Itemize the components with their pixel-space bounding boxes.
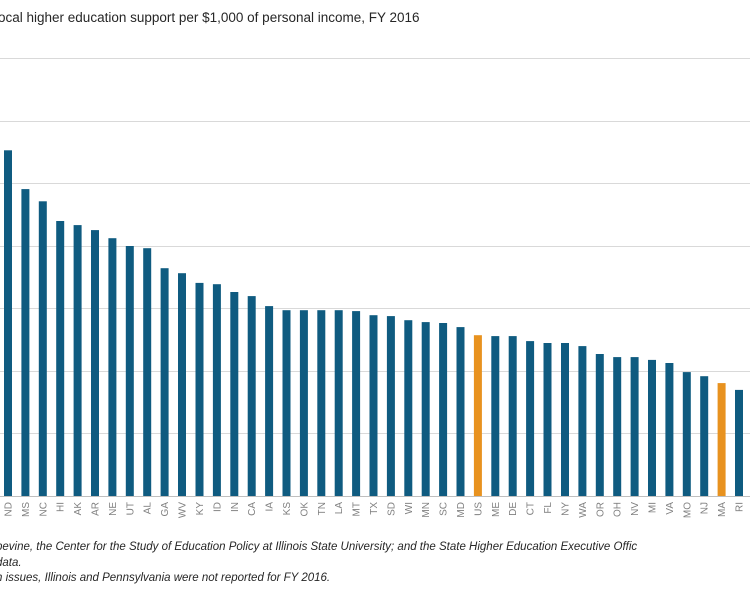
x-tick-us: US <box>473 502 484 516</box>
bar-sd <box>386 316 395 496</box>
x-tick-ct: CT <box>526 502 537 515</box>
x-tick-tx: TX <box>369 502 380 515</box>
bar-ia <box>265 306 274 496</box>
x-tick-sc: SC <box>439 502 450 516</box>
x-tick-wv: WV <box>178 502 189 518</box>
bars <box>4 150 743 497</box>
x-tick-nj: NJ <box>700 502 711 514</box>
bar-id <box>212 284 221 496</box>
x-tick-ia: IA <box>265 502 276 512</box>
bar-ks <box>282 310 291 496</box>
x-tick-ri: RI <box>735 502 746 512</box>
bar-sc <box>439 323 448 496</box>
x-tick-de: DE <box>508 502 519 516</box>
x-tick-mn: MN <box>421 502 432 518</box>
bar-la <box>334 310 343 496</box>
x-tick-ma: MA <box>717 502 728 517</box>
bar-al <box>143 248 152 496</box>
bar-fl <box>543 343 552 496</box>
x-tick-wa: WA <box>578 502 589 518</box>
x-tick-or: OR <box>595 502 606 517</box>
x-tick-al: AL <box>143 502 154 515</box>
bar-ar <box>91 230 99 496</box>
bar-ky <box>195 282 204 496</box>
x-tick-labels: ND MS NC HI AK AR NE UT AL GA WV KY ID IN CA IA KS OK TN LA… <box>4 502 746 519</box>
bar-tx <box>369 315 378 496</box>
bar-ri <box>735 389 743 496</box>
bar-ny <box>561 343 569 496</box>
bar-in <box>230 292 239 496</box>
x-tick-me: ME <box>491 502 502 517</box>
bar-nv <box>630 357 639 496</box>
bar-ca <box>247 296 256 496</box>
x-tick-nc: NC <box>38 502 49 516</box>
x-tick-sd: SD <box>386 502 397 516</box>
bar-ct <box>526 341 535 496</box>
x-tick-la: LA <box>334 502 345 515</box>
bar-ak <box>73 225 82 496</box>
x-tick-tn: TN <box>317 502 328 515</box>
x-tick-mo: MO <box>682 502 693 518</box>
x-tick-ar: AR <box>91 502 102 516</box>
bar-va <box>665 363 674 496</box>
x-tick-ky: KY <box>195 502 206 516</box>
bar-ms <box>21 189 30 496</box>
data-note: n issues, Illinois and Pennsylvania were… <box>0 572 331 584</box>
bar-wa <box>578 346 587 496</box>
x-tick-ga: GA <box>160 502 171 517</box>
bar-de <box>508 336 517 496</box>
bar-ne <box>108 238 117 496</box>
x-tick-mt: MT <box>352 502 363 516</box>
x-tick-mi: MI <box>648 502 659 513</box>
bar-wv <box>178 273 186 496</box>
bar-mo <box>682 372 691 496</box>
x-tick-ne: NE <box>108 502 119 516</box>
x-tick-wi: WI <box>404 502 415 514</box>
x-tick-ok: OK <box>299 502 310 517</box>
bar-hi <box>56 221 65 496</box>
bar-oh <box>613 357 622 496</box>
bar-us <box>473 335 482 496</box>
x-tick-ca: CA <box>247 502 258 516</box>
bar-md <box>456 327 465 496</box>
chart-title: ocal higher education support per $1,000… <box>0 10 420 25</box>
source-note-continued: data. <box>0 557 22 569</box>
x-tick-id: ID <box>212 502 223 512</box>
bar-nd <box>4 150 12 497</box>
x-tick-va: VA <box>665 502 676 515</box>
bar-mi <box>648 359 656 496</box>
bar-nc <box>38 201 47 497</box>
bar-mn <box>421 322 430 496</box>
bar-me <box>491 336 500 496</box>
bar-ut <box>125 246 134 496</box>
x-tick-fl: FL <box>543 502 554 514</box>
x-tick-in: IN <box>230 502 241 512</box>
x-tick-ut: UT <box>125 502 136 515</box>
x-tick-ak: AK <box>73 502 84 516</box>
x-tick-ks: KS <box>282 502 293 516</box>
x-tick-ny: NY <box>561 502 572 516</box>
bar-ga <box>160 268 169 496</box>
source-note: pevine, the Center for the Study of Educ… <box>0 541 638 553</box>
x-tick-oh: OH <box>613 502 624 517</box>
x-tick-nd: ND <box>4 502 15 516</box>
x-tick-ms: MS <box>21 502 32 517</box>
bar-ma <box>717 383 726 496</box>
x-tick-md: MD <box>456 502 467 518</box>
bar-wi <box>404 320 413 496</box>
bar-mt <box>352 311 361 496</box>
x-tick-hi: HI <box>56 502 67 512</box>
bar-nj <box>700 376 709 496</box>
x-tick-nv: NV <box>630 502 641 516</box>
bar-or <box>595 354 604 496</box>
bar-tn <box>317 310 326 496</box>
bar-ok <box>299 310 308 496</box>
